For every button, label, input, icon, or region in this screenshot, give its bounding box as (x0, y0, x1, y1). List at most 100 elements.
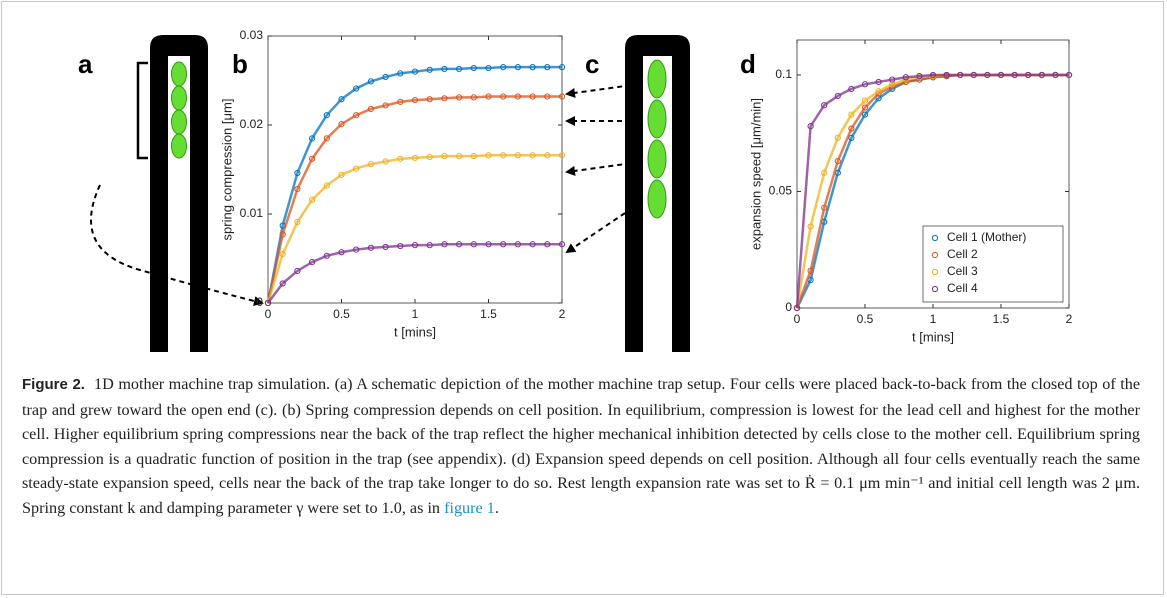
legend-label: Cell 2 (947, 247, 978, 261)
marker (397, 70, 404, 77)
marker (309, 258, 316, 266)
marker (323, 112, 330, 119)
marker (834, 158, 841, 165)
marker (807, 123, 814, 130)
caption-label: Figure 2. (22, 376, 85, 393)
marker (338, 171, 345, 178)
marker (529, 64, 536, 71)
series-line (266, 154, 562, 304)
marker (426, 153, 433, 161)
series (264, 152, 566, 307)
x-tick-label: 0 (794, 312, 801, 326)
marker (338, 121, 345, 128)
marker (397, 155, 404, 162)
marker (970, 71, 977, 79)
marker (426, 242, 433, 249)
marker (441, 65, 448, 73)
marker (821, 169, 828, 176)
marker (470, 94, 477, 101)
marker (441, 95, 448, 102)
marker (485, 64, 492, 72)
caption-link[interactable]: figure 1 (444, 498, 495, 517)
caption-text: 1D mother machine trap simulation. (a) A… (22, 375, 1140, 517)
panel-label: a (78, 49, 93, 79)
marker (1025, 71, 1032, 79)
marker (382, 158, 389, 165)
y-tick-label: 0 (256, 295, 263, 309)
marker (848, 111, 855, 118)
series-line (795, 73, 1069, 309)
legend-label: Cell 1 (Mother) (947, 230, 1026, 244)
marker (411, 242, 419, 249)
marker (848, 125, 855, 132)
marker (441, 153, 448, 160)
marker (353, 246, 360, 253)
marker (514, 152, 522, 159)
figure: a b c d 0 0.5 1 1.5 2 0 0.01 0.02 0.03 t [mins] sp… (78, 28, 1073, 352)
x-tick-label: 2 (559, 307, 566, 321)
marker (821, 204, 828, 211)
marker (456, 65, 463, 73)
dashed-arrows (565, 83, 641, 254)
marker (382, 102, 389, 109)
panel-label: c (585, 49, 599, 79)
marker (529, 241, 536, 248)
marker (426, 66, 433, 73)
marker (929, 71, 937, 79)
marker (411, 154, 419, 162)
x-tick-label: 1.5 (993, 312, 1010, 326)
y-tick-label: 0.02 (240, 117, 264, 131)
marker (456, 153, 463, 160)
x-tick-label: 1 (412, 307, 419, 321)
marker (500, 93, 507, 100)
marker (426, 96, 433, 103)
y-tick-label: 0 (785, 300, 792, 314)
cells (647, 59, 667, 219)
x-tick-label: 0 (265, 307, 272, 321)
caption-end: . (494, 498, 499, 517)
series (264, 93, 566, 307)
marker (902, 74, 909, 81)
marker (834, 92, 841, 100)
marker (279, 280, 286, 287)
marker (338, 249, 345, 256)
marker (294, 267, 301, 275)
marker (441, 241, 448, 248)
marker (470, 64, 477, 72)
marker (353, 85, 360, 92)
legend-label: Cell 4 (947, 281, 978, 295)
x-tick-label: 2 (1066, 312, 1073, 326)
marker (1011, 71, 1018, 79)
marker (834, 134, 841, 141)
caption: Figure 2. 1D mother machine trap simulat… (22, 372, 1140, 520)
marker (485, 241, 492, 248)
series (264, 241, 566, 307)
y-tick-label: 0.03 (240, 28, 264, 42)
marker (456, 241, 463, 248)
marker (529, 93, 536, 100)
bracket (136, 61, 148, 160)
marker (875, 95, 882, 102)
marker (875, 78, 882, 86)
y-axis-label: spring compression [μm] (219, 99, 234, 241)
marker (411, 68, 419, 75)
marker (353, 165, 360, 172)
x-tick-label: 1 (930, 312, 937, 326)
marker (1052, 71, 1059, 79)
marker (1038, 71, 1045, 79)
marker (861, 111, 869, 118)
marker (997, 71, 1005, 79)
marker (821, 102, 828, 109)
marker (889, 81, 896, 88)
dotted-arrow (90, 184, 264, 306)
x-tick-label: 0.5 (857, 312, 874, 326)
marker (309, 196, 316, 203)
marker (294, 169, 301, 177)
marker (558, 152, 566, 159)
legend-marker (931, 251, 939, 259)
panel-label: d (740, 49, 756, 79)
marker (367, 78, 374, 85)
marker (848, 85, 855, 93)
marker (397, 98, 404, 105)
legend-marker (931, 268, 939, 276)
